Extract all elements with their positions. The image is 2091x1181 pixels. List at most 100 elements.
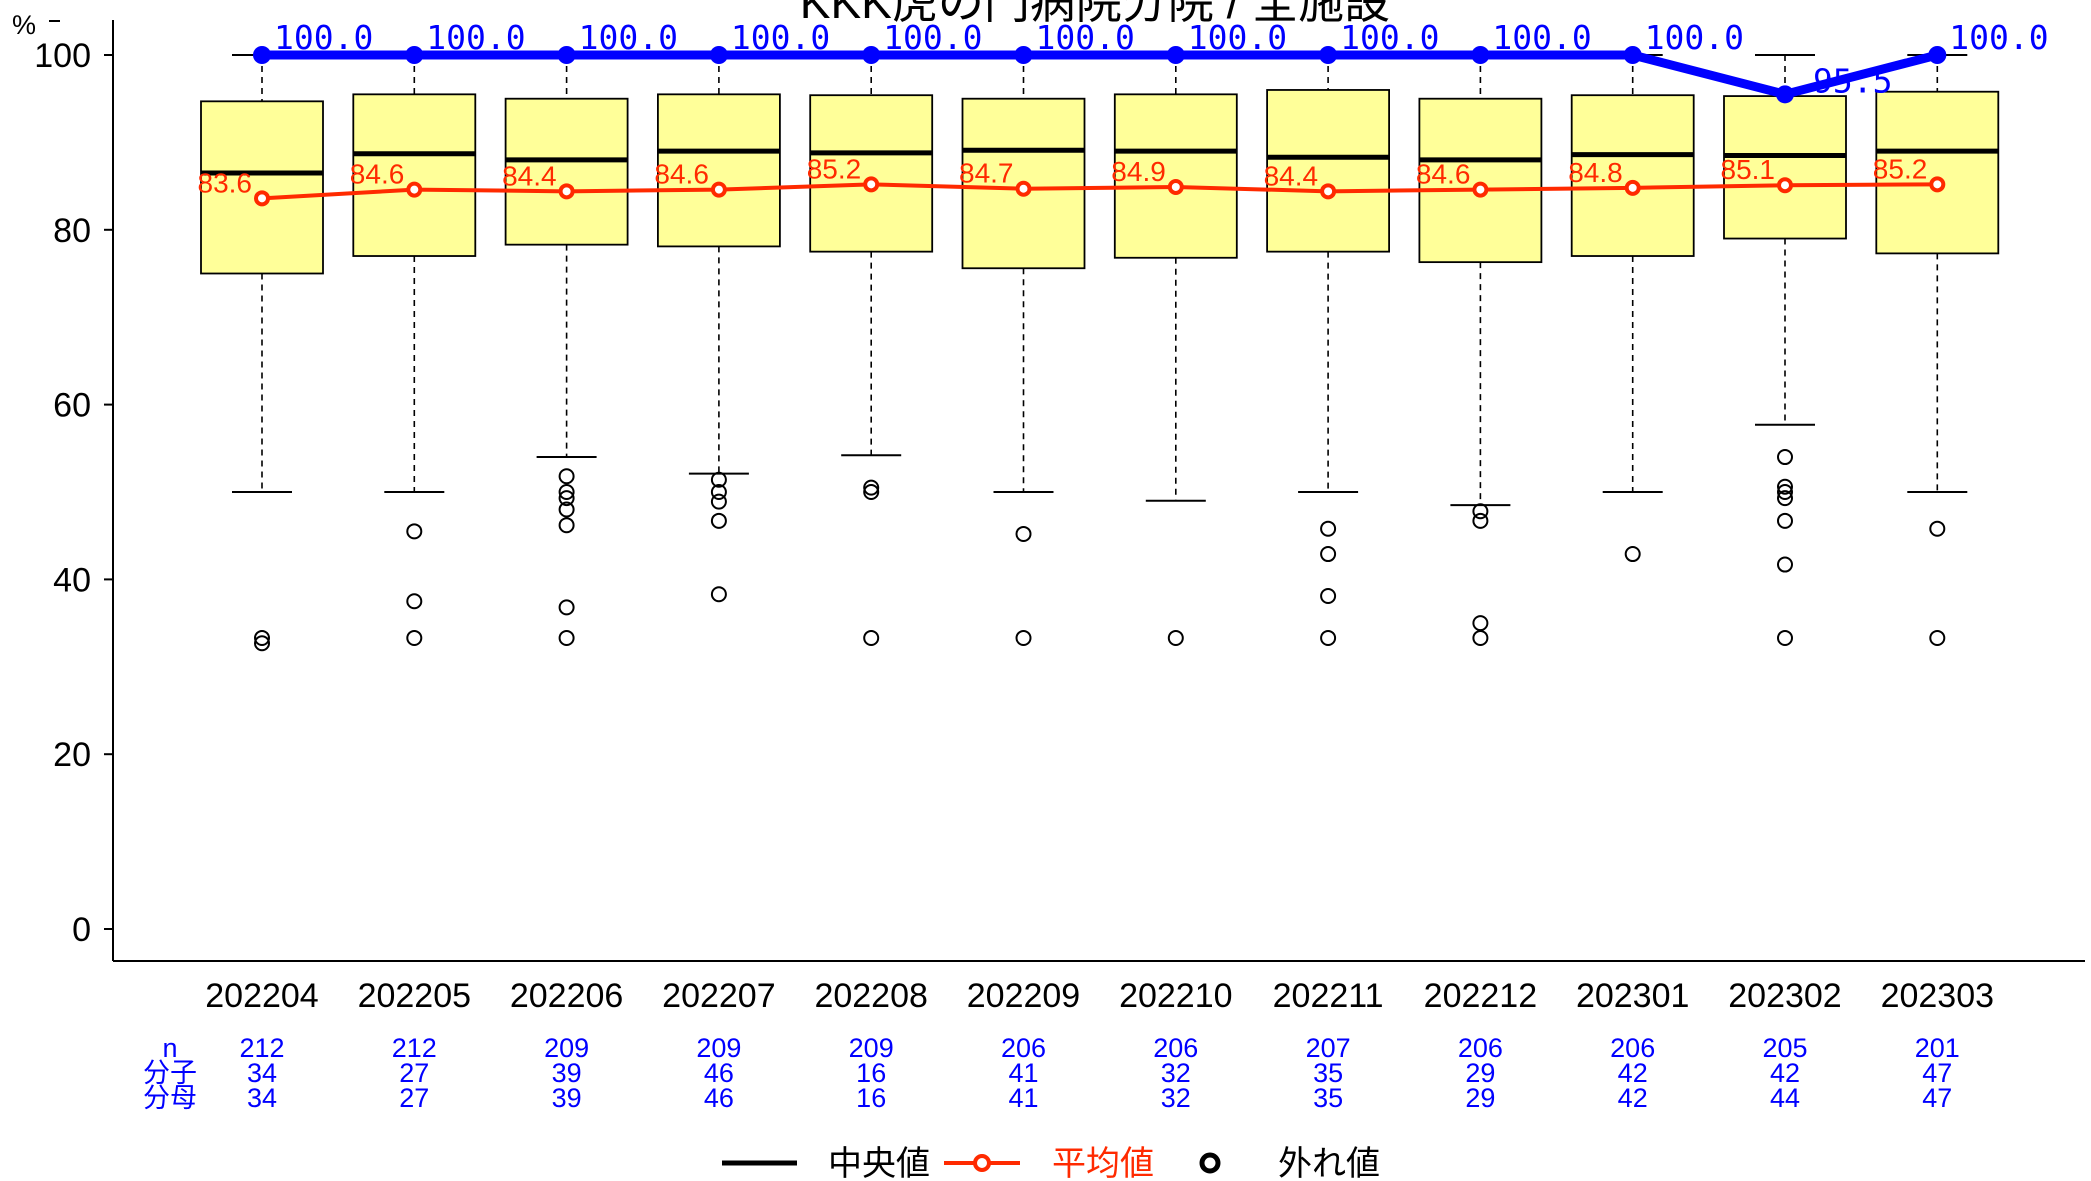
stats-cell: 212 (392, 1033, 437, 1063)
x-tick-label: 202209 (967, 977, 1080, 1015)
outlier-point (863, 484, 880, 500)
outlier-point (1777, 478, 1793, 495)
x-tick-label: 202208 (814, 977, 927, 1015)
outlier-point (1472, 503, 1489, 520)
max-value-label: 100.0 (426, 18, 525, 57)
stats-cell: 16 (856, 1083, 886, 1113)
max-point (1166, 46, 1185, 64)
stats-cell: 34 (247, 1083, 277, 1113)
stats-cell: 212 (239, 1033, 284, 1063)
outlier-point (1472, 512, 1489, 529)
outlier-point (558, 468, 575, 485)
box-202210 (1113, 54, 1238, 646)
outlier-point (1624, 546, 1641, 563)
legend-mean-marker (973, 1154, 991, 1172)
mean-value-label: 84.8 (1568, 157, 1623, 188)
outlier-point (558, 517, 575, 534)
outlier-point (1777, 556, 1793, 573)
max-point (1319, 46, 1338, 64)
stats-cell: 41 (1008, 1083, 1038, 1113)
stats-cell: 46 (704, 1083, 734, 1113)
stats-cell: 206 (1001, 1033, 1046, 1063)
outlier-point (710, 471, 727, 488)
outlier-point (254, 629, 270, 646)
stats-cell: 32 (1161, 1058, 1191, 1088)
max-point (405, 46, 424, 64)
outlier-point (1320, 588, 1337, 605)
x-tick-label: 202210 (1119, 977, 1232, 1015)
x-tick-label: 202301 (1576, 977, 1689, 1015)
outlier-point (1015, 525, 1032, 542)
y-tick-label: 40 (53, 561, 91, 599)
mean-point (1929, 176, 1946, 193)
x-tick-label: 202204 (205, 977, 318, 1015)
outlier-point (254, 635, 270, 652)
outlier-point (1929, 629, 1946, 646)
stats-cell: 209 (544, 1033, 589, 1063)
mean-value-label: 85.2 (807, 153, 862, 184)
y-tick-label: 60 (53, 387, 91, 425)
stats-cell: 205 (1762, 1033, 1807, 1063)
box-iqr (200, 100, 324, 275)
series-lines (253, 46, 1947, 207)
max-value-label: 100.0 (1492, 18, 1591, 57)
outlier-point (1472, 615, 1489, 632)
box-iqr (352, 93, 477, 257)
stats-cell: 207 (1306, 1033, 1351, 1063)
value-labels: 100.0 100.0 100.0 100.0 100.0 100.0 100.0 100.0… (198, 18, 2049, 198)
max-value-label: 100.0 (1188, 18, 1287, 57)
mean-point (1015, 180, 1032, 197)
stats-cell: 209 (696, 1033, 741, 1063)
max-line (262, 50, 1939, 99)
stats-cell: 209 (849, 1033, 894, 1063)
x-tick-label: 202302 (1728, 977, 1841, 1015)
stats-cell: 44 (1770, 1083, 1800, 1113)
max-point (1623, 46, 1642, 64)
max-point (1014, 46, 1033, 64)
mean-value-label: 84.6 (1416, 159, 1471, 190)
mean-point (406, 181, 423, 198)
outlier-point (1777, 484, 1793, 500)
mean-point (710, 181, 727, 198)
box-202204 (200, 54, 324, 652)
stats-cell: 206 (1153, 1033, 1198, 1063)
y-tick-label: 80 (53, 212, 91, 250)
box-202302 (1723, 54, 1847, 646)
outlier-point (1777, 512, 1793, 529)
stats-cell: 39 (552, 1058, 582, 1088)
legend-outlier-marker (1199, 1152, 1221, 1174)
box-iqr (504, 97, 629, 246)
box-202205 (352, 54, 477, 646)
mean-point (1624, 179, 1641, 196)
x-tick-label: 202205 (358, 977, 471, 1015)
stats-cell: 47 (1922, 1083, 1952, 1113)
mean-point (1777, 177, 1793, 194)
box-group (200, 54, 2000, 652)
box-iqr (1113, 93, 1238, 259)
stats-cell: 27 (399, 1058, 429, 1088)
stats-cell: 32 (1161, 1083, 1191, 1113)
x-tick-label: 202212 (1424, 977, 1537, 1015)
stats-cell: 35 (1313, 1058, 1343, 1088)
mean-point (254, 190, 270, 207)
stats-cell: 39 (552, 1083, 582, 1113)
box-iqr (1875, 90, 2000, 255)
outlier-point (1777, 449, 1793, 466)
max-value-label: 100.0 (1036, 18, 1135, 57)
mean-value-label: 84.9 (1111, 156, 1166, 187)
stats-cell: 16 (856, 1058, 886, 1088)
outlier-point (1320, 520, 1337, 537)
stats-cell: 47 (1922, 1058, 1952, 1088)
stats-cell: 27 (399, 1083, 429, 1113)
outlier-point (710, 512, 727, 529)
chart-title: KKK虎の門病院分院 / 全施設 (800, 0, 1390, 28)
x-tick-label: 202303 (1881, 977, 1994, 1015)
box-202303 (1875, 54, 2000, 646)
box-202209 (961, 54, 1086, 646)
stats-cell: 206 (1458, 1033, 1503, 1063)
max-point (1928, 46, 1947, 64)
max-point (1776, 85, 1794, 104)
mean-point (558, 183, 575, 200)
mean-value-label: 83.6 (198, 167, 253, 198)
